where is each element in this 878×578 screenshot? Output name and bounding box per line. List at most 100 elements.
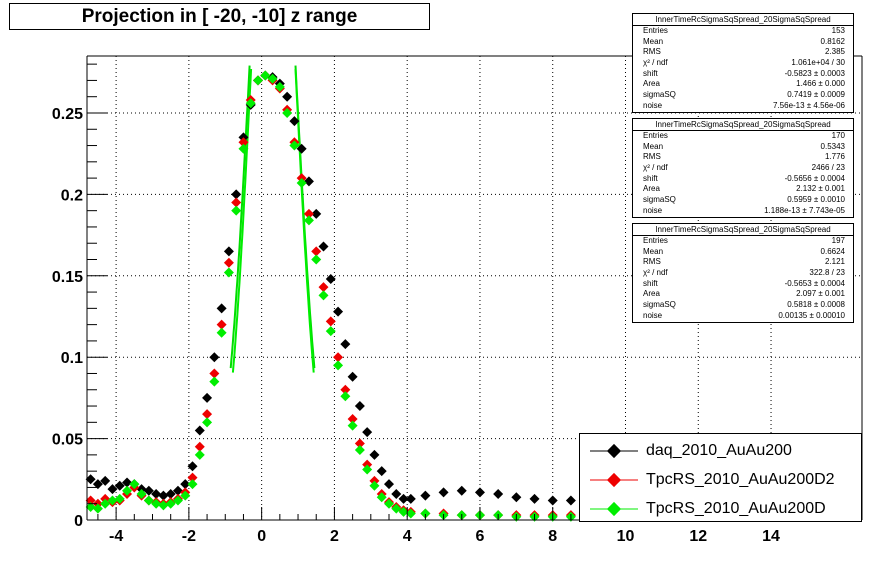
legend-entry-tpcrs-d2: TpcRS_2010_AuAu200D2 bbox=[580, 465, 861, 493]
data-point-3 bbox=[180, 490, 191, 501]
stats-value: 0.6624 bbox=[820, 246, 845, 256]
stats-value: 197 bbox=[831, 236, 845, 245]
data-point-2 bbox=[347, 414, 358, 425]
data-point-1 bbox=[282, 91, 293, 102]
stats-row: χ² / ndf 1.061e+04 / 30 bbox=[633, 58, 853, 69]
stats-row: RMS 2.121 bbox=[633, 257, 853, 268]
data-point-3 bbox=[333, 360, 344, 371]
data-point-3 bbox=[391, 503, 402, 514]
stats-value: 0.5343 bbox=[820, 141, 845, 151]
data-point-1 bbox=[376, 466, 387, 477]
data-point-3 bbox=[303, 215, 314, 226]
legend-label-tpcrs-d2: TpcRS_2010_AuAu200D2 bbox=[646, 471, 835, 488]
stats-value: 1.776 bbox=[824, 152, 845, 162]
data-point-1 bbox=[209, 352, 220, 363]
title-box: Projection in [ -20, -10] z range bbox=[9, 3, 430, 30]
fit-curve-2 bbox=[231, 68, 315, 373]
data-point-2 bbox=[202, 409, 213, 420]
stats-key: Mean bbox=[643, 141, 664, 151]
data-point-1 bbox=[100, 475, 111, 486]
x-tick-label: 6 bbox=[476, 528, 485, 545]
data-point-1 bbox=[107, 484, 118, 495]
data-point-3 bbox=[347, 420, 358, 431]
stats-value: 0.7419 ± 0.0009 bbox=[787, 90, 845, 100]
stats-row: RMS 2.385 bbox=[633, 47, 853, 58]
stats-value: 0.5959 ± 0.0010 bbox=[787, 195, 845, 205]
stats-box-title: InnerTimeRcSigmaSqSpread_20SigmaSqSpread bbox=[633, 14, 853, 26]
data-point-1 bbox=[456, 485, 467, 496]
x-tick-label: 8 bbox=[548, 528, 557, 545]
stats-row: RMS 1.776 bbox=[633, 152, 853, 163]
legend-entry-daq: daq_2010_AuAu200 bbox=[580, 436, 861, 464]
stats-row: χ² / ndf 322.8 / 23 bbox=[633, 268, 853, 279]
data-point-3 bbox=[369, 480, 380, 491]
x-tick-label: 0 bbox=[257, 528, 266, 545]
data-point-1 bbox=[398, 493, 409, 504]
stats-row: shift -0.5823 ± 0.0003 bbox=[633, 69, 853, 80]
stats-box-2: InnerTimeRcSigmaSqSpread_20SigmaSqSpread… bbox=[632, 118, 854, 218]
data-point-3 bbox=[405, 508, 416, 519]
data-point-1 bbox=[405, 493, 416, 504]
data-point-3 bbox=[383, 498, 394, 509]
data-point-3 bbox=[223, 267, 234, 278]
data-point-1 bbox=[347, 371, 358, 382]
x-tick-label: 12 bbox=[689, 528, 707, 545]
stats-key: χ² / ndf bbox=[643, 268, 668, 278]
data-point-3 bbox=[209, 376, 220, 387]
data-point-1 bbox=[362, 427, 373, 438]
stats-key: Area bbox=[643, 289, 660, 299]
data-point-3 bbox=[136, 488, 147, 499]
stats-key: RMS bbox=[643, 257, 661, 267]
stats-key: χ² / ndf bbox=[643, 58, 668, 68]
stats-row: Area 1.466 ± 0.000 bbox=[633, 79, 853, 90]
stats-value: 2.132 ± 0.001 bbox=[796, 184, 845, 194]
stats-row: shift -0.5656 ± 0.0004 bbox=[633, 174, 853, 185]
data-point-1 bbox=[151, 488, 162, 499]
data-point-2 bbox=[238, 137, 249, 148]
stats-value: 322.8 / 23 bbox=[809, 268, 845, 278]
stats-key: Entries bbox=[643, 26, 668, 35]
data-point-2 bbox=[194, 441, 205, 452]
stats-row: noise 0.00135 ± 0.00010 bbox=[633, 311, 853, 322]
data-point-3 bbox=[202, 417, 213, 428]
data-point-3 bbox=[318, 290, 329, 301]
data-point-2 bbox=[85, 495, 96, 506]
stats-value: 170 bbox=[831, 131, 845, 140]
data-point-3 bbox=[114, 493, 125, 504]
stats-row: sigmaSQ 0.5959 ± 0.0010 bbox=[633, 195, 853, 206]
data-point-1 bbox=[493, 488, 504, 499]
data-point-2 bbox=[223, 257, 234, 268]
stats-key: noise bbox=[643, 310, 663, 320]
data-point-3 bbox=[325, 326, 336, 337]
y-tick-label: 0.25 bbox=[52, 106, 83, 123]
data-point-3 bbox=[245, 98, 256, 109]
stats-key: RMS bbox=[643, 47, 661, 57]
data-point-3 bbox=[238, 143, 249, 154]
data-point-1 bbox=[165, 488, 176, 499]
data-point-1 bbox=[325, 274, 336, 285]
data-point-3 bbox=[151, 498, 162, 509]
stats-row: noise 7.56e-13 ± 4.56e-06 bbox=[633, 101, 853, 112]
y-tick-label: 0.1 bbox=[61, 350, 83, 367]
stats-value: -0.5653 ± 0.0004 bbox=[784, 278, 845, 288]
data-point-3 bbox=[194, 449, 205, 460]
x-tick-label: 14 bbox=[762, 528, 780, 545]
data-point-3 bbox=[354, 444, 365, 455]
data-point-1 bbox=[223, 246, 234, 257]
data-point-1 bbox=[333, 306, 344, 317]
stats-value: 0.8162 bbox=[820, 36, 845, 46]
data-point-1 bbox=[420, 490, 431, 501]
stats-value: 0.00135 ± 0.00010 bbox=[778, 310, 845, 320]
x-tick-label: 2 bbox=[330, 528, 339, 545]
data-point-3 bbox=[398, 506, 409, 517]
stats-key: Mean bbox=[643, 246, 664, 256]
page-title: Projection in [ -20, -10] z range bbox=[81, 6, 358, 27]
data-point-1 bbox=[303, 176, 314, 187]
x-tick-label: 10 bbox=[617, 528, 635, 545]
data-point-1 bbox=[194, 425, 205, 436]
stats-row: Area 2.132 ± 0.001 bbox=[633, 184, 853, 195]
data-point-3 bbox=[282, 107, 293, 118]
stats-box-3: InnerTimeRcSigmaSqSpread_20SigmaSqSpread… bbox=[632, 223, 854, 323]
data-point-1 bbox=[85, 474, 96, 485]
legend-label-daq: daq_2010_AuAu200 bbox=[646, 442, 792, 459]
